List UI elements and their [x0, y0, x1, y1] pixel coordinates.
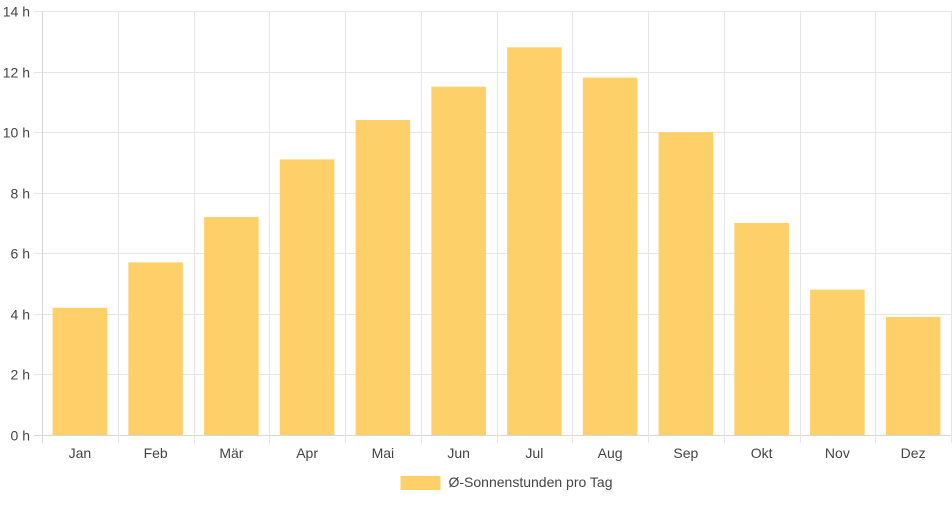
bar[interactable] [507, 47, 562, 436]
x-tick-label: Jun [447, 445, 470, 461]
y-tick-label: 12 h [3, 65, 30, 81]
y-tick-label: 14 h [3, 4, 30, 20]
y-tick-label: 6 h [11, 246, 30, 262]
y-tick-label: 10 h [3, 125, 30, 141]
legend[interactable]: Ø-Sonnenstunden pro Tag [400, 474, 613, 490]
x-tick-label: Jul [525, 445, 543, 461]
bar[interactable] [355, 120, 411, 435]
legend-swatch[interactable] [400, 476, 441, 490]
x-tick-label: Dez [901, 445, 926, 461]
x-tick-label: Nov [825, 445, 850, 461]
bar[interactable] [128, 262, 183, 435]
bar[interactable] [431, 86, 486, 436]
x-tick-label: Jan [69, 445, 92, 461]
x-tick-label: Aug [598, 445, 623, 461]
y-tick-label: 0 h [11, 428, 30, 444]
x-tick-label: Okt [751, 445, 773, 461]
x-tick-label: Sep [673, 445, 698, 461]
bar[interactable] [52, 307, 108, 435]
y-tick-label: 4 h [11, 307, 30, 323]
bar[interactable] [279, 159, 335, 435]
x-tick-label: Mär [219, 445, 243, 461]
bar[interactable] [810, 289, 865, 435]
legend-label[interactable]: Ø-Sonnenstunden pro Tag [449, 474, 613, 490]
axes: 0 h 2 h 4 h 6 h 8 h 10 h 12 h 14 h Jan Feb Mär Apr M… [3, 4, 926, 462]
y-tick-label: 8 h [11, 186, 30, 202]
y-tick-label: 2 h [11, 367, 30, 383]
bars [52, 47, 941, 436]
bar[interactable] [582, 77, 638, 435]
gridlines [34, 11, 952, 443]
bar[interactable] [885, 316, 941, 435]
x-tick-label: Feb [144, 445, 168, 461]
bar[interactable] [658, 132, 714, 435]
x-tick-label: Apr [296, 445, 318, 461]
bar[interactable] [734, 223, 789, 435]
x-tick-label: Mai [372, 445, 395, 461]
bar[interactable] [204, 216, 259, 435]
